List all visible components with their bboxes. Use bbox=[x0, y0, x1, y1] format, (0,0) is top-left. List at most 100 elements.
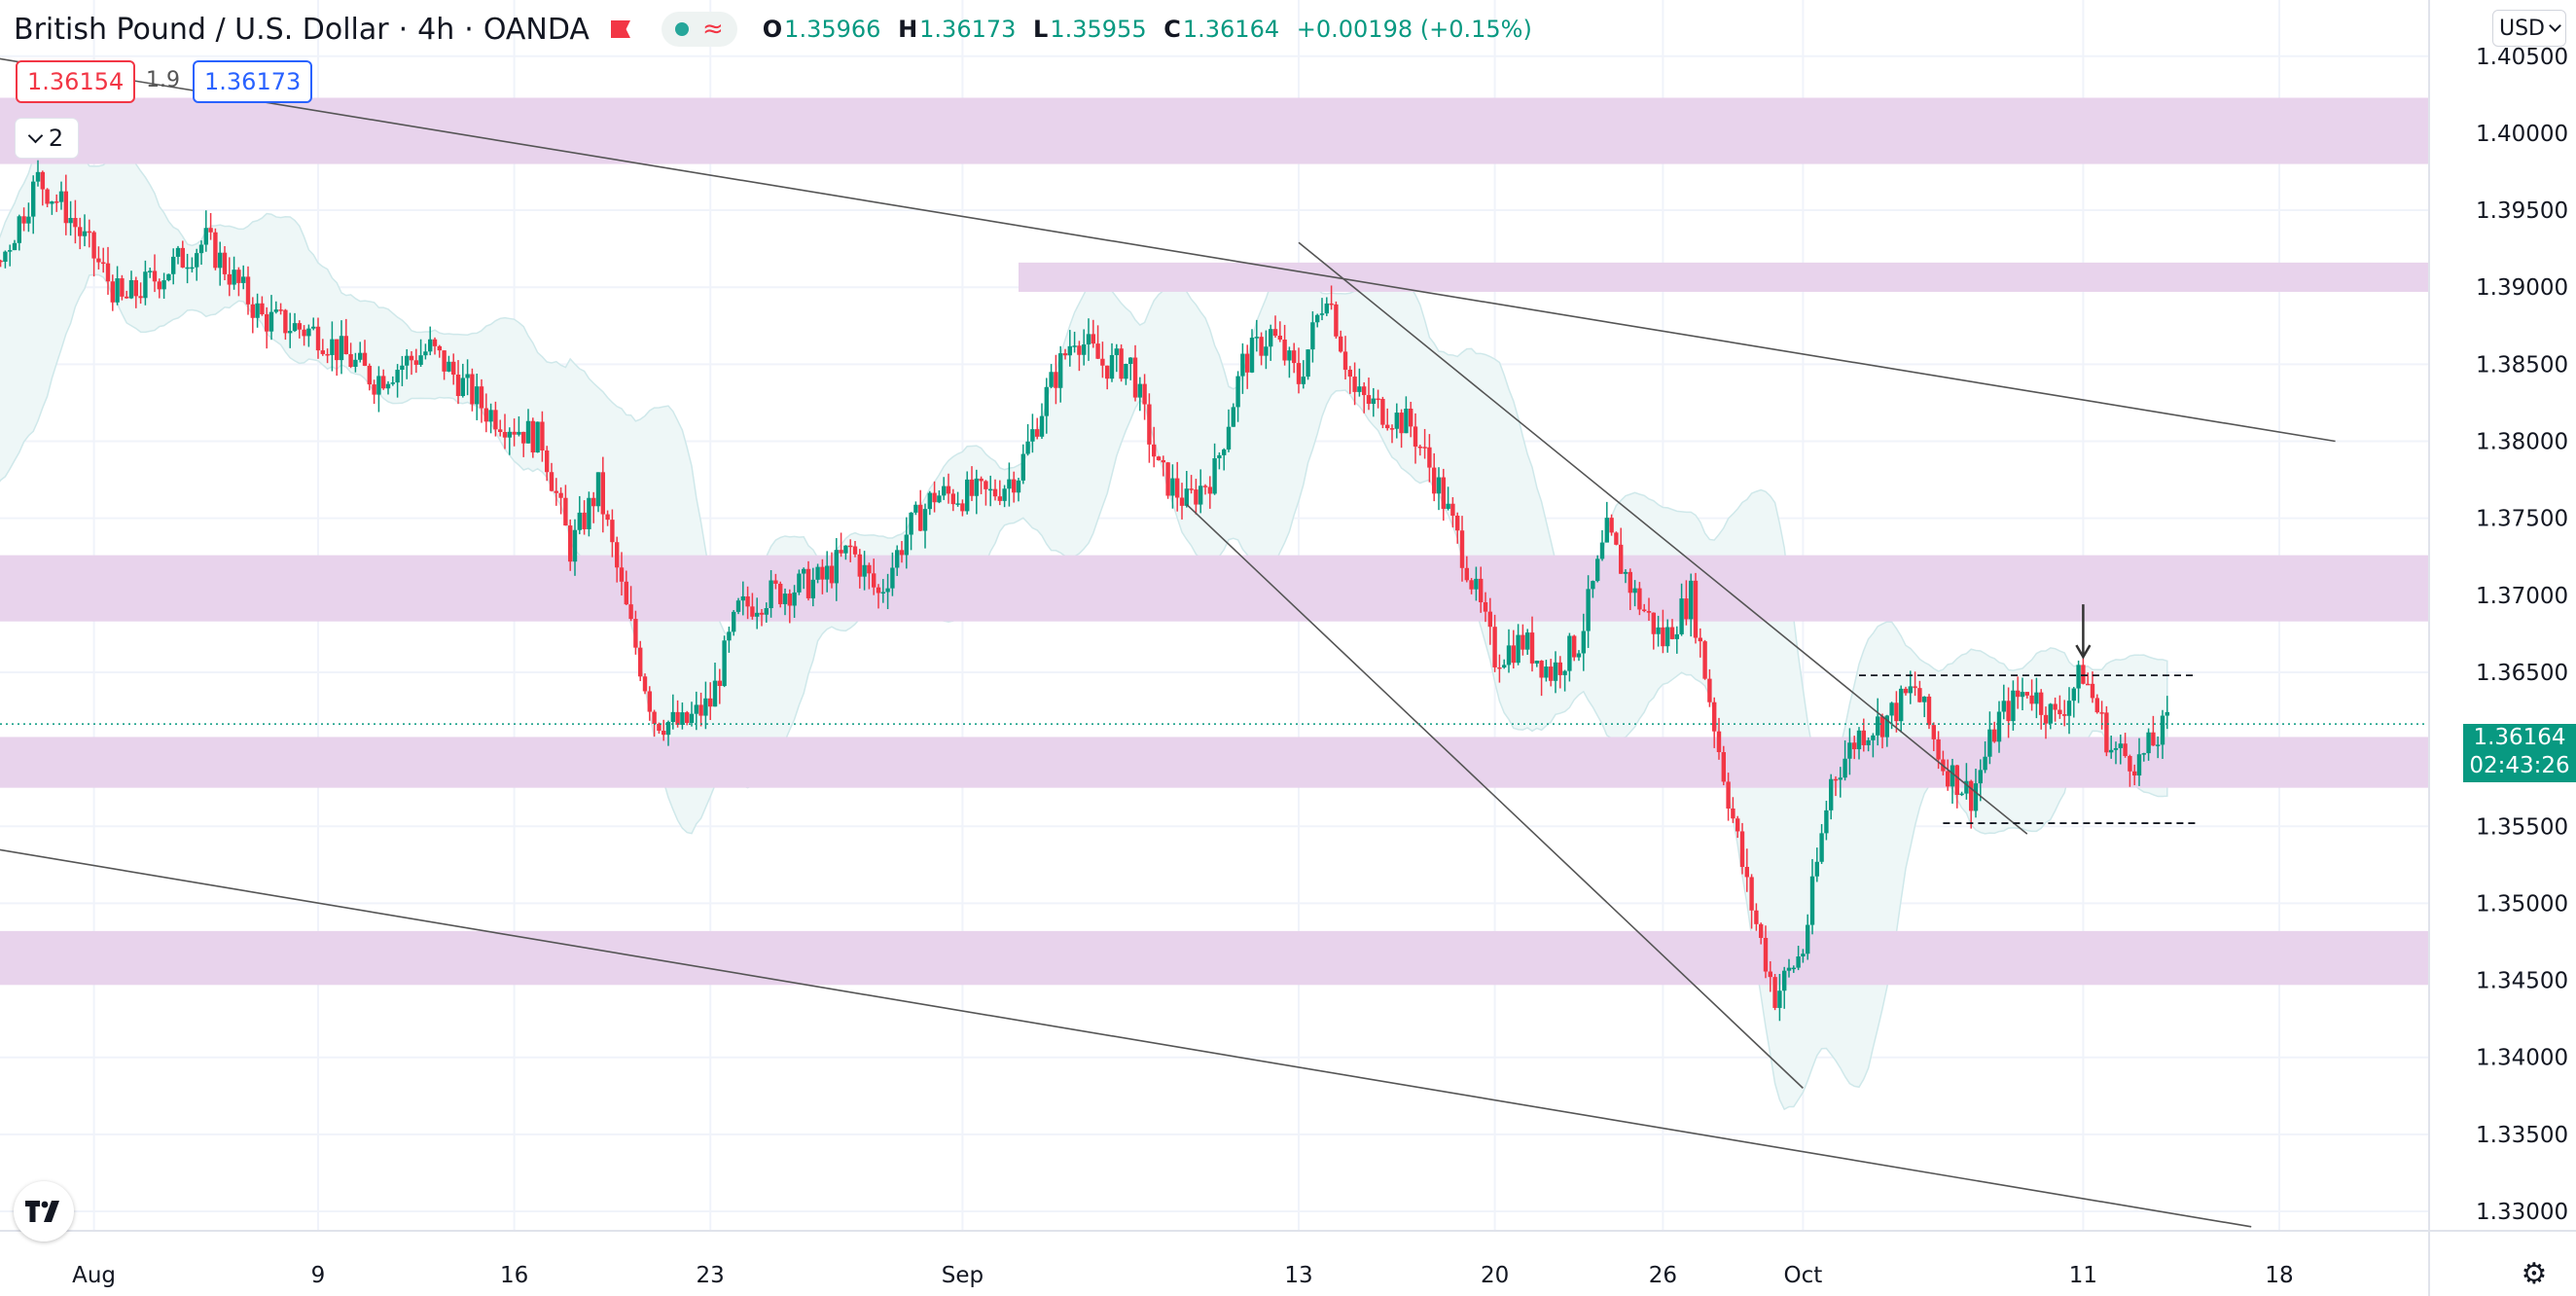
candle-body bbox=[26, 216, 31, 224]
candle-body bbox=[45, 189, 50, 204]
price-axis[interactable]: 1.40500 1.40000 1.39500 1.39000 1.38500 1.380… bbox=[2428, 0, 2568, 1296]
sr-zones[interactable] bbox=[0, 97, 2428, 986]
trend-line bbox=[1298, 241, 2028, 835]
candle-body bbox=[802, 568, 806, 574]
candle-body bbox=[1871, 735, 1876, 740]
candle-body bbox=[483, 408, 488, 422]
symbol-name[interactable]: British Pound / U.S. Dollar bbox=[14, 12, 389, 47]
zone-rect bbox=[0, 737, 2428, 788]
time-tick-label: Sep bbox=[942, 1263, 984, 1288]
candle-body bbox=[1287, 350, 1292, 361]
candle-body bbox=[1417, 446, 1422, 449]
candle-body bbox=[773, 580, 778, 584]
candle-body bbox=[2053, 703, 2057, 710]
candle-body bbox=[1739, 831, 1745, 867]
candle-body bbox=[1689, 580, 1694, 620]
candle-body bbox=[1464, 567, 1469, 581]
candle-body bbox=[198, 244, 204, 254]
candle-body bbox=[1469, 580, 1474, 590]
interval-label[interactable]: 4h bbox=[417, 12, 455, 47]
candle-body bbox=[992, 488, 998, 497]
currency-value: USD bbox=[2498, 16, 2545, 41]
time-axis[interactable]: 26Aug91623Sep132026Oct1118 bbox=[0, 1230, 2576, 1288]
candle-body bbox=[451, 361, 456, 376]
candle-body bbox=[1847, 742, 1852, 759]
candle-body bbox=[372, 384, 376, 395]
candle-body bbox=[787, 594, 792, 606]
candle-body bbox=[913, 504, 918, 513]
candle-body bbox=[722, 640, 727, 687]
candle-body bbox=[1838, 777, 1843, 780]
candle-body bbox=[969, 479, 975, 496]
ohlc-values: O1.35966 H1.36173 L1.35955 C1.36164 +0.0… bbox=[762, 16, 1532, 43]
candle-body bbox=[1479, 578, 1484, 602]
candlestick-series bbox=[0, 160, 2169, 1022]
price-tick-label: 1.40500 bbox=[2476, 45, 2568, 70]
candle-body bbox=[1399, 413, 1404, 434]
candle-body bbox=[1894, 702, 1899, 722]
candle-body bbox=[1628, 571, 1632, 594]
candle-body bbox=[1777, 990, 1782, 1008]
price-tick-label: 1.34000 bbox=[2476, 1046, 2568, 1071]
status-pill[interactable]: ≈ bbox=[661, 12, 737, 47]
candle-body bbox=[2146, 732, 2151, 754]
candle-body bbox=[265, 314, 269, 332]
candle-body bbox=[1623, 571, 1628, 574]
candle-body bbox=[1661, 627, 1665, 647]
candle-body bbox=[1082, 344, 1087, 355]
candle-body bbox=[703, 698, 708, 716]
candle-body bbox=[1269, 329, 1273, 347]
symbol-header: British Pound / U.S. Dollar · 4h · OANDA… bbox=[14, 8, 1542, 51]
indicators-toggle-button[interactable]: 2 bbox=[16, 119, 78, 158]
candle-body bbox=[1973, 783, 1979, 811]
candle-body bbox=[1007, 479, 1012, 489]
candle-body bbox=[1926, 696, 1932, 726]
sell-button[interactable]: 1.36154 bbox=[16, 60, 136, 103]
candle-body bbox=[1614, 532, 1619, 545]
bar-countdown: 02:43:26 bbox=[2469, 753, 2570, 778]
candle-body bbox=[255, 303, 260, 318]
tradingview-logo-icon[interactable] bbox=[14, 1181, 74, 1242]
candle-body bbox=[1591, 581, 1595, 590]
candle-body bbox=[1054, 372, 1058, 388]
arrow-head bbox=[2075, 644, 2092, 660]
candle-body bbox=[1039, 415, 1045, 437]
market-open-icon bbox=[674, 22, 689, 36]
candle-body bbox=[1861, 730, 1866, 745]
candle-body bbox=[1549, 666, 1554, 681]
candle-body bbox=[1259, 337, 1264, 356]
gear-icon[interactable]: ⚙ bbox=[2521, 1256, 2548, 1291]
currency-selector[interactable]: USD bbox=[2492, 10, 2566, 47]
candle-body bbox=[735, 600, 741, 612]
candle-body bbox=[1735, 818, 1740, 832]
candle-body bbox=[927, 492, 932, 510]
flag-icon[interactable] bbox=[610, 20, 630, 38]
candle-body bbox=[325, 353, 330, 356]
candle-body bbox=[946, 486, 951, 494]
candle-body bbox=[1394, 413, 1399, 429]
candle-body bbox=[1114, 348, 1119, 355]
candle-body bbox=[2029, 695, 2034, 704]
zone-rect bbox=[0, 930, 2428, 986]
candle-body bbox=[40, 171, 45, 190]
zone-rect bbox=[0, 97, 2428, 164]
time-tick-label: Oct bbox=[1784, 1263, 1823, 1288]
candle-body bbox=[1791, 967, 1796, 970]
candle-body bbox=[1759, 923, 1764, 938]
candle-body bbox=[222, 252, 228, 274]
candle-body bbox=[872, 573, 877, 588]
time-tick-label: 13 bbox=[1284, 1263, 1312, 1288]
trend-lines[interactable] bbox=[0, 10, 2428, 1228]
candle-body bbox=[591, 497, 596, 507]
candle-body bbox=[782, 594, 788, 604]
candle-body bbox=[311, 326, 316, 329]
high-value: 1.36173 bbox=[919, 16, 1017, 43]
candle-body bbox=[101, 262, 106, 265]
candle-body bbox=[1731, 808, 1735, 819]
candle-body bbox=[2094, 698, 2099, 713]
candle-body bbox=[96, 258, 101, 263]
candle-body bbox=[815, 566, 820, 580]
candle-body bbox=[1819, 833, 1824, 862]
buy-button[interactable]: 1.36173 bbox=[193, 60, 313, 103]
